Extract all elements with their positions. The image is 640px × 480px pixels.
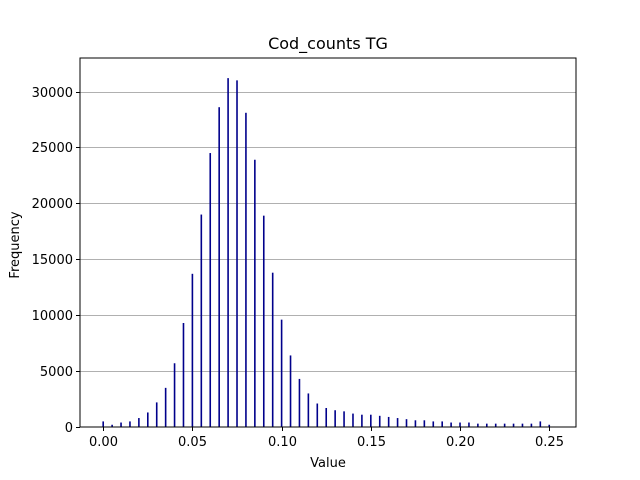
histogram-bar <box>468 422 470 427</box>
histogram-bar <box>271 272 274 427</box>
x-tick-label: 0.00 <box>89 435 118 450</box>
histogram-bar <box>200 214 203 427</box>
chart-title: Cod_counts TG <box>268 34 388 54</box>
x-axis: 0.00 0.05 0.10 0.15 0.20 0.25 <box>89 427 564 450</box>
y-tick-label: 0 <box>65 421 73 436</box>
histogram-bar <box>254 159 256 427</box>
histogram-bar <box>236 80 238 428</box>
histogram-bar <box>245 112 247 427</box>
histogram-bar <box>262 215 265 427</box>
y-tick-label: 25000 <box>32 141 73 156</box>
histogram-bar <box>414 420 417 427</box>
x-tick-label: 0.20 <box>446 435 475 450</box>
bar-layer <box>102 78 551 428</box>
x-axis-label: Value <box>310 456 346 471</box>
histogram-bar <box>441 421 443 427</box>
histogram-bar <box>280 319 283 427</box>
histogram-bar <box>378 415 381 427</box>
histogram-bar <box>325 407 328 427</box>
histogram-bar <box>396 418 399 427</box>
histogram-bar <box>548 424 551 427</box>
y-tick-label: 5000 <box>40 365 73 380</box>
y-tick-label: 20000 <box>32 197 73 212</box>
histogram-bar <box>387 416 390 427</box>
histogram-bar <box>218 107 220 427</box>
histogram-bar <box>521 423 524 427</box>
plot-frame <box>79 57 577 428</box>
histogram-bar <box>164 387 167 427</box>
histogram-bar <box>182 323 185 427</box>
histogram-bar <box>361 414 363 427</box>
histogram-bar <box>209 153 212 428</box>
histogram-bar <box>459 422 461 427</box>
x-tick-label: 0.10 <box>268 435 297 450</box>
histogram-bar <box>485 423 488 427</box>
histogram-bar <box>530 423 533 427</box>
histogram-bar <box>102 421 104 427</box>
histogram-bar <box>352 413 354 427</box>
histogram-bar <box>423 420 426 427</box>
histogram-bar <box>343 411 345 427</box>
y-tick-label: 15000 <box>32 253 73 268</box>
x-tick-label: 0.25 <box>535 435 564 450</box>
histogram-bar <box>173 363 176 427</box>
histogram-bar <box>289 355 292 427</box>
y-axis-label: Frequency <box>8 211 23 278</box>
histogram-bar <box>111 424 113 427</box>
y-axis: 0 5000 10000 15000 20000 25000 30000 <box>32 86 80 436</box>
histogram-bar <box>370 414 372 427</box>
histogram-bar <box>503 423 506 427</box>
histogram-bar <box>120 422 122 427</box>
x-tick-label: 0.05 <box>178 435 207 450</box>
histogram-bar <box>129 421 131 427</box>
histogram-bar <box>191 273 194 427</box>
y-tick-label: 10000 <box>32 309 73 324</box>
histogram-bar <box>298 378 301 427</box>
histogram-bar <box>494 423 497 427</box>
histogram-bar <box>334 410 336 427</box>
x-tick-label: 0.15 <box>357 435 386 450</box>
histogram-bar <box>307 393 310 427</box>
histogram-bar <box>138 418 140 427</box>
histogram-bar <box>539 421 542 427</box>
histogram-bar <box>405 419 408 427</box>
histogram-bar <box>147 412 149 427</box>
histogram-bar <box>227 78 229 427</box>
histogram-bar <box>512 423 515 427</box>
histogram-bar <box>432 421 435 427</box>
histogram-bar <box>477 423 479 427</box>
histogram-bar <box>316 403 319 427</box>
histogram-bar <box>155 402 158 427</box>
histogram-bar <box>450 422 452 427</box>
grid-layer <box>80 92 576 372</box>
y-tick-label: 30000 <box>32 86 73 101</box>
